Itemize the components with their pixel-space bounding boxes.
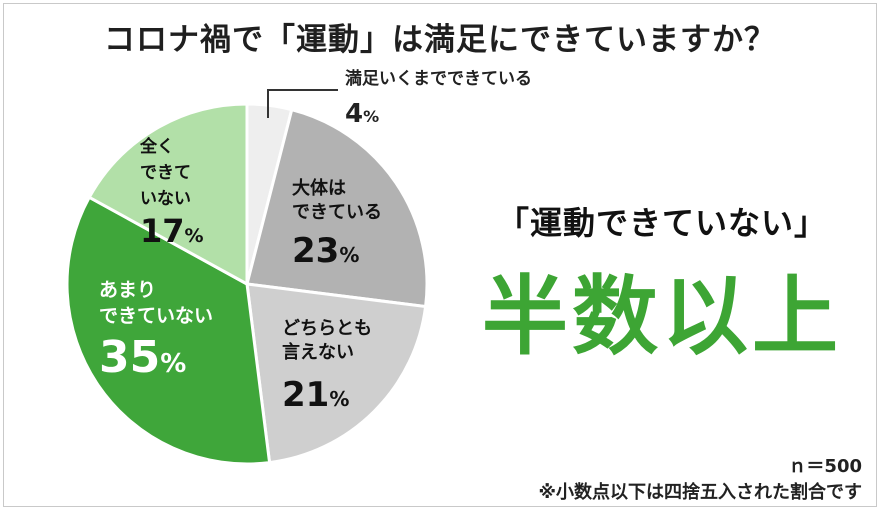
slice-value-label: 17% bbox=[140, 212, 204, 250]
callout-highlight: 半数以上 bbox=[482, 267, 842, 367]
slice-value-label: 21% bbox=[282, 375, 349, 415]
slice-label: できている bbox=[292, 202, 382, 223]
chart-frame bbox=[3, 3, 877, 507]
slice-value-label: 23% bbox=[292, 231, 359, 271]
slice-label: どちらとも bbox=[282, 318, 372, 339]
slice-label: いない bbox=[140, 189, 191, 209]
slice-value-label: 4% bbox=[345, 99, 379, 129]
pie-slice bbox=[87, 102, 249, 287]
slice-label: 言えない bbox=[282, 341, 354, 363]
sample-size-note: ｎ＝500 bbox=[788, 456, 862, 477]
slice-label: 全く bbox=[139, 136, 174, 157]
slice-label: 大体は bbox=[292, 177, 346, 199]
slice-label: できていない bbox=[99, 305, 213, 327]
callout-heading: 「運動できていない」 bbox=[496, 204, 827, 242]
pie-slice bbox=[245, 282, 428, 465]
pie-slice bbox=[65, 195, 272, 466]
leader-line bbox=[267, 89, 338, 118]
rounding-note: ※小数点以下は四捨五入された割合です bbox=[538, 482, 863, 503]
slice-value-label: 35% bbox=[99, 332, 186, 383]
pie-slice bbox=[245, 107, 429, 309]
chart-title: コロナ禍で「運動」は満足にできていますか？ bbox=[104, 22, 776, 58]
slice-label: できて bbox=[140, 163, 191, 183]
slice-label: あまり bbox=[99, 279, 156, 301]
slice-label: 満足いくまでできている bbox=[345, 68, 532, 89]
